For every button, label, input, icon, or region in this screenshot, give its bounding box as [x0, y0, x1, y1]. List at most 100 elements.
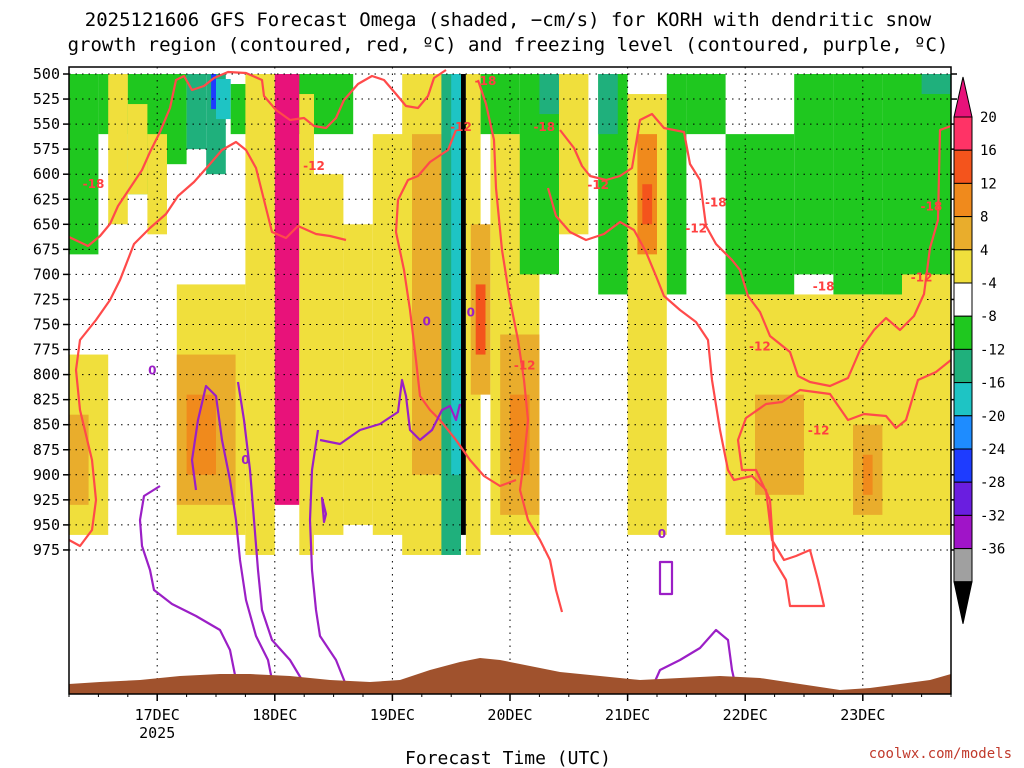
- freezing-level-contours: [138, 378, 738, 691]
- colorbar-label-4: 4: [980, 243, 988, 259]
- omega-cell-18: [245, 74, 275, 555]
- dgz-contours: [69, 69, 951, 613]
- colorbar-label-9: -20: [980, 409, 1005, 425]
- colorbar-top-arrow: [953, 76, 973, 118]
- dgz-contour-label-3: -12: [450, 120, 472, 134]
- x-tick-label-21DEC: 21DEC: [605, 706, 650, 724]
- colorbar: 20 16 12 8 4 -4 -8 -12 -16 -20 -24 -28 -32 -36: [953, 76, 1005, 624]
- colorbar-label-11: -28: [980, 475, 1005, 491]
- dgz-contour-label-11: -12: [514, 359, 536, 373]
- colorbar-segment-3: [953, 216, 973, 251]
- dgz-contour-mid: [394, 129, 517, 488]
- y-tick-label-725: 725: [33, 290, 60, 308]
- omega-cell-6: [211, 74, 216, 110]
- freezing-contour-label-2: 0: [423, 314, 431, 328]
- x-tick-label-17DEC: 17DEC: [135, 706, 180, 724]
- terrain-mask: [69, 658, 951, 694]
- colorbar-label-13: -36: [980, 542, 1005, 558]
- omega-cell-19: [274, 74, 300, 505]
- dgz-contour-label-1: -12: [303, 159, 325, 173]
- omega-cell-44: [666, 74, 687, 295]
- colorbar-label-8: -16: [980, 376, 1005, 392]
- dgz-contour-east-lower: [546, 187, 951, 608]
- omega-cell-22: [343, 224, 373, 525]
- y-tick-label-775: 775: [33, 341, 60, 359]
- omega-cell-20: [299, 94, 314, 555]
- dgz-contour-central: [476, 79, 564, 613]
- y-tick-label-700: 700: [33, 265, 60, 283]
- colorbar-label-2: 12: [980, 176, 997, 192]
- y-tick-label-900: 900: [33, 466, 60, 484]
- omega-cell-52: [755, 394, 804, 495]
- x-tick-label-19DEC: 19DEC: [370, 706, 415, 724]
- omega-cell-37: [539, 74, 559, 115]
- y-tick-label-625: 625: [33, 190, 60, 208]
- omega-cell-7: [216, 79, 231, 120]
- y-tick-label-600: 600: [33, 165, 60, 183]
- omega-cell-46: [725, 134, 795, 295]
- colorbar-segment-1: [953, 149, 973, 184]
- dgz-contour-upper: [69, 69, 447, 248]
- dgz-contour-lower-west: [69, 140, 347, 548]
- colorbar-bottom-arrow: [953, 581, 973, 624]
- contour-labels: -18 -12 -18 -12 -18 -12 -18 -12 -18 -12 -18 -12 -12 -…: [83, 74, 943, 541]
- omega-cell-54: [862, 454, 873, 495]
- colorbar-segment-5: [953, 282, 973, 317]
- colorbar-label-0: 20: [980, 110, 997, 126]
- y-tick-label-650: 650: [33, 215, 60, 233]
- plot-area: [69, 67, 951, 694]
- colorbar-label-12: -32: [980, 508, 1005, 524]
- freezing-contour-east: [650, 628, 738, 689]
- colorbar-label-5: -4: [980, 276, 997, 292]
- grid-layer: [69, 67, 951, 694]
- dgz-contour-label-13: -12: [808, 424, 830, 438]
- colorbar-segment-6: [953, 315, 973, 350]
- colorbar-segment-11: [953, 481, 973, 516]
- omega-cell-16: [69, 414, 89, 505]
- omega-cell-40: [598, 74, 618, 135]
- x-tick-label-20DEC: 20DEC: [487, 706, 532, 724]
- freezing-contour-isolated: [320, 496, 328, 524]
- y-tick-label-850: 850: [33, 416, 60, 434]
- colorbar-segment-8: [953, 382, 973, 417]
- freezing-contour-dec17: [190, 384, 276, 691]
- y-tick-label-875: 875: [33, 441, 60, 459]
- omega-cell-28: [461, 74, 466, 535]
- x-tick-label-18DEC: 18DEC: [252, 706, 297, 724]
- omega-cell-31: [475, 284, 486, 355]
- y-tick-label-525: 525: [33, 90, 60, 108]
- y-tick-label-550: 550: [33, 115, 60, 133]
- omega-cell-47: [794, 74, 834, 275]
- x-axis-title: Forecast Time (UTC): [405, 748, 611, 768]
- omega-cell-27: [451, 74, 461, 475]
- colorbar-segment-4: [953, 249, 973, 284]
- dgz-contour-label-12: -12: [749, 340, 771, 354]
- colorbar-segment-9: [953, 415, 973, 450]
- freezing-contour-label-0: 0: [148, 364, 156, 378]
- dgz-contour-label-7: -12: [685, 221, 707, 235]
- y-axis: 500 525 550 575 600 625 650 675 700 725 750 775 800 8…: [33, 65, 957, 559]
- x-tick-label-23DEC: 23DEC: [840, 706, 885, 724]
- omega-cell-45: [686, 74, 726, 135]
- x-tick-label-22DEC: 22DEC: [723, 706, 768, 724]
- colorbar-label-3: 8: [980, 210, 988, 226]
- y-tick-label-925: 925: [33, 491, 60, 509]
- y-tick-label-825: 825: [33, 391, 60, 409]
- omega-cell-3: [167, 74, 187, 165]
- dgz-contour-label-4: -18: [533, 120, 555, 134]
- omega-cell-4: [186, 74, 207, 150]
- chart-title-line2: growth region (contoured, red, ºC) and f…: [68, 34, 949, 56]
- dgz-contour-label-5: -12: [587, 178, 609, 192]
- omega-cell-0: [69, 74, 99, 255]
- freezing-contour-dec17b: [236, 381, 303, 681]
- dgz-contour-label-8: -18: [813, 279, 835, 293]
- colorbar-segment-2: [953, 182, 973, 218]
- colorbar-label-6: -8: [980, 309, 997, 325]
- freezing-contour-loop: [658, 560, 674, 596]
- colorbar-label-7: -12: [980, 342, 1005, 358]
- freezing-contour-label-3: 0: [467, 305, 475, 319]
- dgz-contour-label-10: -18: [921, 199, 943, 213]
- omega-cell-10: [108, 74, 128, 225]
